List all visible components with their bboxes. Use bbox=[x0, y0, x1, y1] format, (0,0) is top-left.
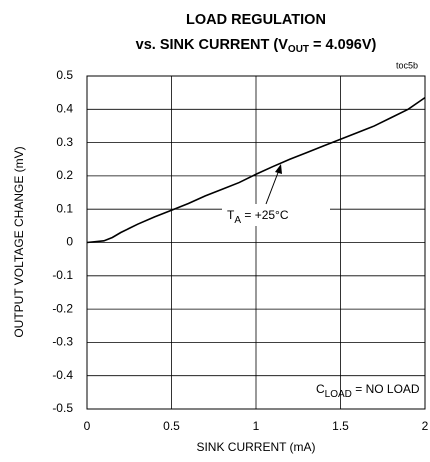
y-tick-label: 0.1 bbox=[56, 201, 73, 215]
annotation-rest: = NO LOAD bbox=[352, 382, 420, 396]
annotation-text: T bbox=[227, 208, 235, 222]
y-tick-label: 0 bbox=[66, 235, 73, 249]
annotation-arrow bbox=[265, 169, 280, 205]
subtitle-text: vs. SINK CURRENT (V bbox=[136, 37, 289, 53]
arrow-head bbox=[275, 164, 282, 174]
annotation-sub: LOAD bbox=[325, 389, 352, 400]
annotation: TA = +25°C bbox=[227, 208, 289, 225]
annotation-bg bbox=[222, 204, 330, 226]
y-tick-label: 0.5 bbox=[56, 68, 73, 82]
y-tick-label: 0.4 bbox=[56, 101, 73, 115]
subtitle-rest: = 4.096V) bbox=[309, 37, 376, 53]
figure-code: toc5b bbox=[396, 60, 418, 70]
y-tick-label: 0.3 bbox=[56, 135, 73, 149]
x-tick-label: 1 bbox=[253, 419, 260, 433]
y-tick-label: 0.2 bbox=[56, 168, 73, 182]
chart-title: LOAD REGULATION bbox=[186, 12, 326, 28]
chart-subtitle: vs. SINK CURRENT (VOUT = 4.096V) bbox=[136, 37, 377, 55]
x-tick-label: 0.5 bbox=[163, 419, 180, 433]
x-tick-label: 1.5 bbox=[332, 419, 349, 433]
annotation-rest: = +25°C bbox=[241, 208, 289, 222]
annotation-text: C bbox=[316, 382, 325, 396]
annotation: CLOAD = NO LOAD bbox=[316, 382, 420, 399]
y-tick-label: -0.4 bbox=[52, 368, 73, 382]
y-tick-label: -0.1 bbox=[52, 268, 73, 282]
y-tick-label: -0.2 bbox=[52, 301, 73, 315]
subtitle-sub: OUT bbox=[288, 44, 309, 55]
y-axis-label: OUTPUT VOLTAGE CHANGE (mV) bbox=[12, 146, 26, 337]
x-axis-label: SINK CURRENT (mA) bbox=[196, 440, 315, 454]
x-tick-label: 0 bbox=[84, 419, 91, 433]
y-tick-label: -0.3 bbox=[52, 335, 73, 349]
annotation-sub: A bbox=[234, 215, 241, 226]
data-line bbox=[86, 96, 426, 244]
x-tick-label: 2 bbox=[422, 419, 429, 433]
y-tick-label: -0.5 bbox=[52, 401, 73, 415]
